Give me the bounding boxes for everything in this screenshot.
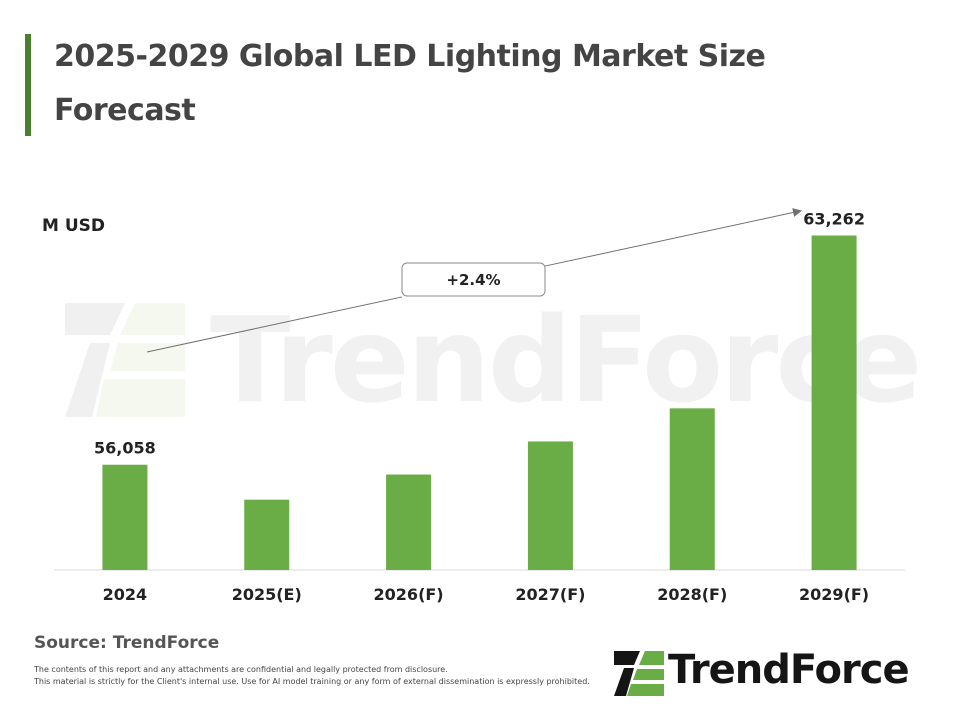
trendforce-logo: TrendForce [610, 644, 930, 700]
growth-rate-box [401, 262, 546, 297]
disclaimer-line: The contents of this report and any atta… [34, 665, 448, 674]
trend-line-segment [146, 296, 403, 353]
trendforce-logo-icon [614, 651, 664, 696]
trend-line-segment [544, 211, 795, 267]
title-accent-bar [25, 34, 31, 136]
growth-rate-label: +2.4% [446, 271, 500, 289]
unit-label: M USD [42, 216, 105, 236]
bar-2025e [244, 499, 290, 570]
x-tick-label: 2028(F) [657, 585, 727, 604]
disclaimer-line: This material is strictly for the Client… [34, 677, 590, 686]
source-note: Source: TrendForce [34, 633, 220, 653]
data-label: 56,058 [94, 439, 156, 458]
x-tick-label: 2025(E) [232, 585, 302, 604]
x-tick-label: 2027(F) [515, 585, 585, 604]
bar-2028f [669, 408, 715, 570]
bar-2026f [386, 474, 432, 570]
bar-2029f [811, 235, 857, 570]
logo-wordmark: TrendForce [668, 647, 910, 693]
x-tick-label: 2024 [103, 585, 148, 604]
chart-title: 2025-2029 Global LED Lighting Market Siz… [54, 39, 766, 128]
trend-annotation: +2.4% [146, 208, 802, 353]
data-label: 63,262 [803, 209, 865, 228]
trend-arrowhead-icon [792, 208, 802, 217]
x-tick-label: 2029(F) [799, 585, 869, 604]
disclaimer: The contents of this report and any atta… [34, 664, 590, 688]
bar-2027f [527, 441, 573, 570]
x-tick-label: 2026(F) [374, 585, 444, 604]
bar-2024 [102, 464, 148, 570]
